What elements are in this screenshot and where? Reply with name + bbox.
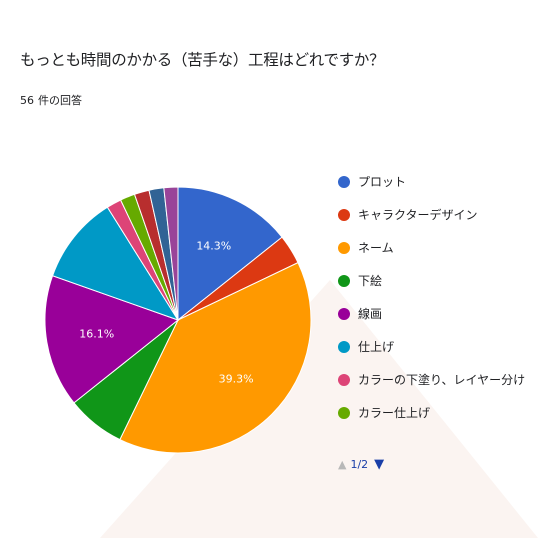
page-title: もっとも時間のかかる（苦手な）工程はどれですか？ [20,51,385,69]
legend-swatch [338,208,350,221]
legend-label: 線画 [358,307,383,321]
pie-slice-4[interactable] [44,275,180,404]
triangle-down-icon[interactable]: ▼ [374,457,385,472]
pie-slice-label-4: 16.1% [79,328,114,341]
pie-slice-5[interactable] [51,206,180,321]
triangle-up-icon[interactable]: ▲ [338,458,347,471]
legend-item-4[interactable]: 線画 [338,297,525,330]
legend-label: キャラクターデザイン [358,208,478,222]
legend-swatch [338,340,350,353]
legend-swatch [338,175,350,188]
response-count: 56 件の回答 [20,92,82,108]
legend-label: ネーム [358,241,394,255]
pie-slice-label-0: 14.3% [196,240,231,253]
background-triangle [100,280,538,538]
pie-slice-10[interactable] [163,186,179,321]
response-count-suffix: 件の回答 [38,94,82,107]
legend-label: 仕上げ [358,340,395,354]
legend-item-0[interactable]: プロット [338,165,525,198]
legend-item-3[interactable]: 下絵 [338,264,525,297]
pie-slice-0[interactable] [177,186,283,322]
pie-slice-label-2: 39.3% [219,373,254,386]
legend-swatch [338,307,350,320]
legend-item-1[interactable]: キャラクターデザイン [338,198,525,231]
legend-page-indicator: 1/2 [350,458,369,471]
legend-label: カラーの下塗り、レイヤー分け [358,373,526,387]
legend-label: 下絵 [358,274,383,288]
response-count-number: 56 [20,94,34,107]
chart-legend: プロットキャラクターデザイン ネーム下絵線画仕上げカラーの下塗り、レイヤー分け カラ… [338,165,525,429]
pie-slice-2[interactable] [119,261,312,454]
legend-item-5[interactable]: 仕上げ [338,330,525,363]
legend-item-6[interactable]: カラーの下塗り、レイヤー分け [338,363,525,396]
legend-pager: ▲ 1/2 ▼ [338,457,384,472]
legend-swatch [338,406,350,419]
legend-swatch [338,241,350,254]
legend-item-7[interactable]: カラー仕上げ [338,396,525,429]
legend-swatch [338,373,350,386]
legend-label: プロット [358,175,407,189]
legend-label: カラー仕上げ [358,406,431,420]
legend-swatch [338,274,350,287]
legend-item-2[interactable]: ネーム [338,231,525,264]
